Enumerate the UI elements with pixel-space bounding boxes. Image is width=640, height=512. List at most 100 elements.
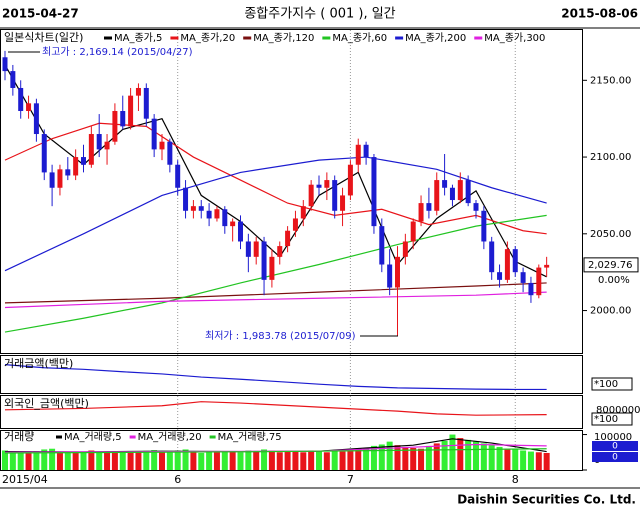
volume-bar: [41, 449, 48, 470]
candle-body: [18, 87, 24, 112]
candle-body: [395, 256, 400, 288]
volume-bar: [347, 449, 354, 470]
volume-frame: [0, 430, 583, 471]
volume-bar: [2, 450, 8, 470]
volume-bar: [213, 452, 220, 470]
volume-bar: [72, 451, 79, 470]
volume-bar: [151, 450, 158, 470]
volume-bar: [386, 441, 393, 470]
volume-bar: [441, 440, 448, 470]
volume-bar: [284, 451, 291, 470]
legend-label: MA_거래량,5: [64, 431, 122, 443]
volume-bar: [394, 445, 401, 470]
candle-body: [504, 249, 510, 280]
volume-bar: [56, 452, 63, 470]
candle-body: [206, 210, 212, 219]
volume-bar: [88, 450, 95, 470]
legend-label: MA_거래량,75: [218, 431, 282, 443]
candle-body: [88, 134, 94, 165]
volume-bar: [237, 452, 244, 470]
volume-bar: [527, 451, 534, 470]
volume-bar: [378, 444, 385, 470]
candle-body: [332, 180, 338, 211]
value-box: [592, 441, 638, 451]
candle-body: [402, 241, 408, 257]
volume-bar: [135, 451, 142, 470]
candle-body: [387, 264, 393, 288]
candle-body: [198, 206, 204, 211]
candle-body: [520, 272, 526, 283]
foreign-frame: [0, 395, 583, 429]
volume-bar: [253, 451, 260, 470]
volume-bar: [166, 451, 173, 470]
volume-bar: [245, 450, 252, 470]
amount-line: [4, 364, 547, 391]
volume-bar: [504, 448, 511, 470]
price-box: [583, 257, 639, 273]
y-tick-label: 2000.00: [590, 306, 631, 317]
candle-body: [277, 246, 283, 257]
x-tick-label: 8: [512, 473, 519, 486]
unit-label: *100: [594, 414, 618, 425]
unit-box: [591, 412, 633, 426]
candle-body: [410, 221, 416, 242]
volume-bar: [276, 452, 283, 470]
volume-bar: [25, 452, 32, 470]
chart-title: 종합주가지수 ( 001 ), 일간: [244, 7, 395, 22]
candle-body: [33, 103, 39, 135]
volume-bar: [206, 451, 213, 470]
candle-body: [269, 256, 275, 280]
candle-body: [41, 134, 47, 173]
start-date: 2015-04-27: [2, 7, 79, 21]
candle-body: [151, 118, 157, 150]
candle-body: [449, 187, 455, 201]
volume-bar: [535, 452, 542, 470]
ma-line: [4, 214, 547, 333]
legend-label: MA_종가,60: [332, 32, 387, 44]
volume-bar: [402, 446, 409, 470]
unit-label: *100: [594, 379, 618, 390]
x-tick-label: 2015/04: [2, 473, 48, 486]
volume-bar: [49, 448, 56, 470]
candle-body: [112, 111, 118, 142]
volume-bar: [370, 445, 377, 470]
candle-body: [324, 180, 330, 188]
candle-body: [497, 272, 503, 280]
x-tick-label: 6: [174, 473, 181, 486]
candle-body: [183, 187, 189, 211]
candle-body: [253, 241, 259, 257]
volume-bar: [17, 452, 24, 470]
candle-body: [96, 134, 102, 150]
candle-body: [285, 230, 291, 247]
candle-body: [442, 180, 448, 188]
ma-line: [4, 291, 547, 309]
candle-body: [104, 141, 110, 150]
volume-bar: [104, 452, 111, 470]
candle-body: [347, 164, 353, 196]
annotation: 최저가 : 1,983.78 (2015/07/09): [205, 330, 356, 342]
candle-body: [238, 221, 243, 242]
candle-body: [371, 157, 377, 227]
candle-body: [489, 241, 495, 273]
volume-bar: [520, 450, 527, 470]
volume-bar: [473, 441, 479, 470]
volume-bar: [33, 451, 40, 470]
x-tick-label: 7: [347, 473, 354, 486]
legend-label: MA_종가,200: [405, 32, 466, 44]
candle-body: [481, 210, 487, 242]
candle-body: [128, 95, 134, 127]
volume-bar: [80, 452, 87, 470]
volume-bar: [457, 438, 464, 470]
volume-bar: [418, 448, 425, 470]
candle-body: [363, 144, 369, 158]
y-tick-label: 80000000: [596, 405, 640, 416]
volume-bar: [323, 452, 330, 470]
candle-body: [355, 144, 361, 165]
value-box: [592, 452, 638, 462]
candle-body: [292, 218, 298, 231]
candle-body: [473, 203, 479, 211]
volume-bar: [331, 450, 338, 470]
amount-frame: [0, 355, 583, 394]
